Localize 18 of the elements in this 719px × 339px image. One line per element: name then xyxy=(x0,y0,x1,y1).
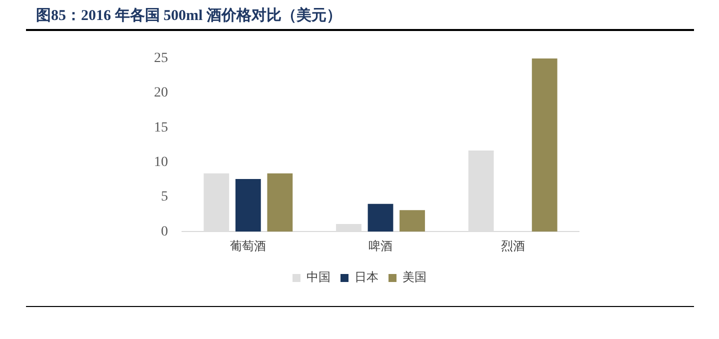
legend-label: 日本 xyxy=(354,270,378,284)
x-tick-label: 葡萄酒 xyxy=(230,238,266,253)
chart-title: 图85：2016 年各国 500ml 酒价格对比（美元） xyxy=(36,6,342,25)
y-tick-label: 10 xyxy=(154,154,168,170)
x-tick-label: 烈酒 xyxy=(500,238,525,253)
y-tick-label: 5 xyxy=(161,190,168,205)
bar xyxy=(267,173,293,232)
bar xyxy=(532,58,558,232)
y-tick-label: 20 xyxy=(154,86,168,101)
y-tick-label: 25 xyxy=(154,51,168,66)
bar xyxy=(400,210,425,232)
y-tick-label: 0 xyxy=(161,224,168,240)
bar xyxy=(235,178,261,232)
legend-label: 美国 xyxy=(402,270,426,284)
y-tick-label: 15 xyxy=(154,120,168,136)
x-tick-label: 啤酒 xyxy=(368,238,392,253)
bar xyxy=(368,204,394,232)
legend-label: 中国 xyxy=(306,270,330,284)
